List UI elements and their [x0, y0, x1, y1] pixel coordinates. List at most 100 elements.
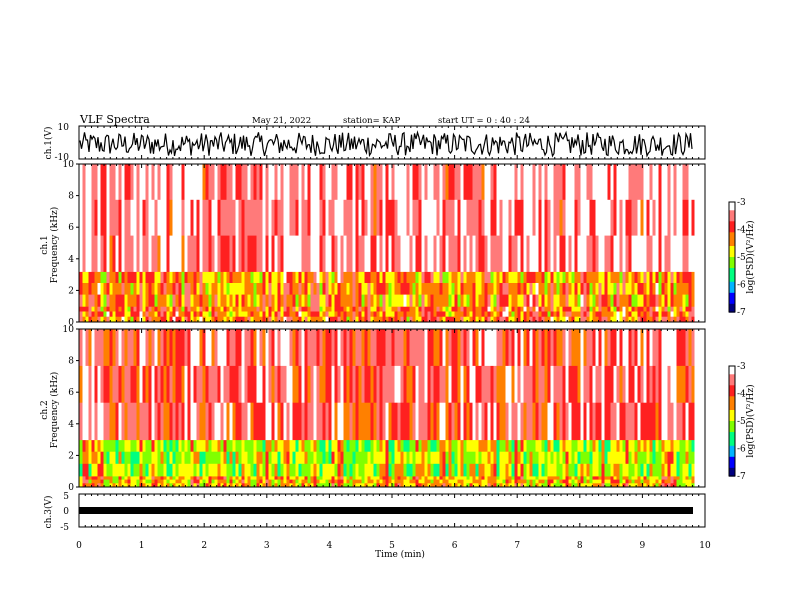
spectrogram-cell	[253, 235, 257, 272]
spectrogram-cell	[391, 164, 395, 201]
spectrogram-cell	[160, 365, 164, 404]
spectrogram-cell	[646, 316, 650, 323]
spectrogram-cell	[556, 479, 560, 484]
spectrogram-cell	[415, 402, 419, 441]
spectrogram-cell	[301, 475, 305, 481]
spectrogram-cell	[289, 365, 293, 404]
spectrogram-cell	[484, 402, 488, 441]
spectrogram-cell	[439, 283, 443, 296]
spectrogram-cell	[364, 402, 368, 441]
spectrogram-cell	[91, 311, 95, 318]
spectrogram-cell	[331, 271, 335, 284]
spectrogram-cell	[382, 271, 386, 284]
spectrogram-cell	[487, 451, 491, 465]
spectrogram-cell	[589, 463, 593, 477]
spectrogram-cell	[592, 271, 596, 284]
spectrogram-cell	[511, 439, 515, 453]
spectrogram-cell	[517, 235, 521, 272]
colorbar-swatch	[729, 224, 735, 228]
spectrogram-cell	[490, 402, 494, 441]
spectrogram-cell	[346, 235, 350, 272]
spectrogram-cell	[604, 316, 608, 323]
spectrogram-cell	[394, 271, 398, 284]
spectrogram-cell	[541, 475, 545, 481]
spectrogram-cell	[604, 483, 608, 488]
spectrogram-cell	[409, 306, 413, 312]
spectrogram-cell	[655, 451, 659, 465]
spectrogram-cell	[361, 316, 365, 323]
spectrogram-cell	[451, 271, 455, 284]
spectrogram-cell	[373, 451, 377, 465]
spectrogram-cell	[430, 329, 434, 367]
spectrogram-cell	[217, 463, 221, 477]
spectrogram-cell	[232, 451, 236, 465]
spectrogram-cell	[259, 463, 263, 477]
spectrogram-cell	[94, 316, 98, 323]
spectrogram-cell	[316, 235, 320, 272]
spectrogram-cell	[586, 271, 590, 284]
spectrogram-cell	[160, 235, 164, 272]
spectrogram-cell	[634, 306, 638, 312]
spectrogram-cell	[256, 316, 260, 323]
colorbar-swatch	[729, 456, 735, 461]
spectrogram-cell	[391, 283, 395, 296]
spectrogram-cell	[346, 329, 350, 367]
spectrogram-cell	[463, 329, 467, 367]
spectrogram-cell	[208, 402, 212, 441]
spectrogram-cell	[187, 311, 191, 318]
spectrogram-cell	[205, 316, 209, 323]
spectrogram-cell	[271, 306, 275, 312]
spectrogram-cell	[391, 316, 395, 323]
spectrogram-cell	[475, 283, 479, 296]
spectrogram-cell	[553, 439, 557, 453]
spectrogram-cell	[649, 439, 653, 453]
spectrogram-cell	[448, 283, 452, 296]
spectrogram-cell	[127, 164, 131, 201]
spectrogram-cell	[427, 294, 431, 307]
spectrogram-cell	[418, 283, 422, 296]
colorbar-swatch	[729, 393, 735, 397]
spectrogram-cell	[634, 271, 638, 284]
spectrogram-cell	[370, 479, 374, 484]
spectrogram-cell	[502, 294, 506, 307]
spectrogram-cell	[556, 475, 560, 481]
spectrogram-cell	[223, 329, 227, 367]
spectrogram-cell	[613, 316, 617, 323]
spectrogram-cell	[226, 294, 230, 307]
spectrogram-cell	[424, 164, 428, 201]
spectrogram-cell	[238, 451, 242, 465]
spectrogram-cell	[643, 475, 647, 481]
spectrogram-cell	[454, 329, 458, 367]
spectrogram-cell	[433, 316, 437, 323]
spectrogram-cell	[163, 329, 167, 367]
spectrogram-cell	[361, 294, 365, 307]
spectrogram-cell	[283, 311, 287, 318]
spectrogram-cell	[415, 306, 419, 312]
spectrogram-cell	[193, 463, 197, 477]
spectrogram-cell	[454, 164, 458, 201]
spectrogram-cell	[325, 439, 329, 453]
spectrogram-cell	[349, 402, 353, 441]
spectrogram-cell	[358, 402, 362, 441]
spectrogram-cell	[85, 365, 89, 404]
spectrogram-cell	[241, 475, 245, 481]
spectrogram-cell	[208, 311, 212, 318]
spectrogram-cell	[367, 329, 371, 367]
spectrogram-cell	[490, 235, 494, 272]
spectrogram-cell	[502, 271, 506, 284]
spectrogram-cell	[499, 306, 503, 312]
spectrogram-cell	[151, 402, 155, 441]
colorbar-swatch	[729, 382, 735, 386]
spectrogram-cell	[286, 311, 290, 318]
spectrogram-cell	[547, 439, 551, 453]
spectrogram-cell	[544, 199, 548, 237]
spectrogram-cell	[502, 451, 506, 465]
spectrogram-cell	[622, 316, 626, 323]
spectrogram-cell	[313, 306, 317, 312]
spectrogram-cell	[601, 402, 605, 441]
spectrogram-cell	[532, 235, 536, 272]
spectrogram-cell	[559, 475, 563, 481]
spectrogram-cell	[607, 271, 611, 284]
spectrogram-cell	[190, 365, 194, 404]
spectrogram-cell	[643, 294, 647, 307]
